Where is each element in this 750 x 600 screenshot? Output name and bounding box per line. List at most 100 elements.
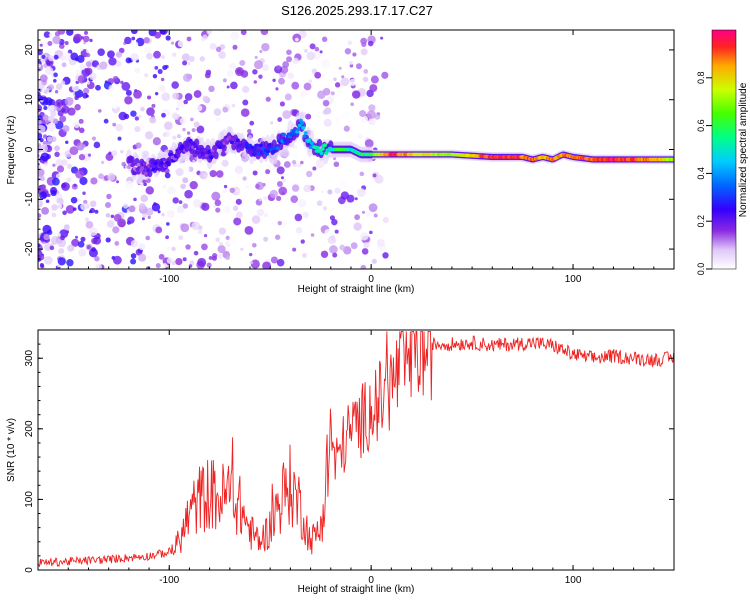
spectrogram-noise-blob — [297, 199, 307, 208]
snr-xtick-label: 0 — [368, 575, 374, 586]
spectrogram-noise-blob — [249, 252, 253, 257]
spectrogram-noise-blob — [361, 41, 367, 48]
spectrogram-noise-blob — [291, 184, 300, 192]
spectrogram-noise-blob — [112, 75, 119, 83]
spectrogram-noise-blob — [300, 90, 308, 98]
spectrogram-ridge-core — [303, 131, 308, 135]
spectrogram-noise-blob — [159, 30, 168, 35]
spectrogram-noise-blob — [147, 215, 151, 219]
spectrogram-noise-blob — [149, 116, 157, 124]
spectrogram-noise-blob — [254, 55, 258, 60]
spectrogram-noise-blob — [215, 170, 224, 178]
spectrogram-noise-blob — [97, 48, 105, 56]
spectrogram-noise-blob — [251, 259, 260, 268]
spectrogram-noise-blob — [57, 110, 64, 117]
spectrogram-noise-blob — [105, 202, 112, 209]
spectrogram-noise-blob — [308, 79, 313, 84]
spectrogram-noise-blob — [49, 245, 55, 251]
spectrogram-noise-blob — [112, 226, 120, 234]
spectrogram-noise-blob — [164, 172, 171, 179]
spectrogram-ridge-core — [204, 153, 209, 158]
spectrogram-noise-blob — [90, 177, 98, 185]
spectrogram-noise-blob — [274, 234, 281, 240]
spectrogram-ridge-core — [221, 144, 226, 148]
spectrogram-noise-blob — [278, 77, 285, 85]
spectrogram-noise-blob — [61, 182, 70, 191]
spectrogram-noise-blob — [382, 252, 389, 259]
spectrogram-noise-blob — [131, 36, 136, 41]
spectrogram-noise-blob — [367, 110, 376, 119]
spectrogram-noise-blob — [62, 210, 67, 216]
spectrogram-noise-blob — [186, 36, 192, 42]
spectrogram-noise-blob — [324, 107, 332, 115]
spectrogram-noise-blob — [38, 49, 43, 56]
spectrogram-noise-blob — [157, 69, 163, 75]
spectrogram-noise-blob — [161, 212, 165, 217]
spectrogram-noise-blob — [203, 173, 208, 179]
spectrogram-noise-blob — [38, 119, 42, 125]
spectrogram-noise-blob — [223, 205, 231, 214]
spectrogram-noise-blob — [319, 50, 323, 54]
spectrogram-noise-blob — [183, 99, 189, 105]
spectrogram-noise-blob — [187, 61, 191, 65]
spectrogram-noise-blob — [297, 163, 302, 168]
spectrogram-noise-blob — [133, 89, 142, 99]
spectrogram-noise-blob — [363, 241, 370, 248]
spectrogram-noise-blob — [322, 206, 328, 211]
spectrogram-noise-blob — [154, 91, 159, 96]
spectrogram-noise-blob — [38, 201, 41, 206]
spectrogram-ridge-core — [149, 164, 154, 168]
spectrogram-noise-blob — [212, 253, 218, 259]
spectrogram-noise-blob — [240, 30, 247, 36]
spectrogram-noise-blob — [360, 48, 368, 56]
spectrogram-noise-blob — [43, 31, 51, 38]
spectrogram-noise-blob — [346, 185, 355, 194]
spectrogram-noise-blob — [327, 235, 336, 245]
spectrogram-noise-blob — [74, 104, 81, 111]
spectrogram-noise-blob — [335, 117, 340, 122]
spectrogram-noise-blob — [184, 189, 193, 199]
spectrogram-noise-blob — [101, 160, 105, 164]
spectrogram-noise-blob — [282, 221, 288, 227]
spectrogram-noise-blob — [73, 33, 83, 43]
spectrogram-noise-blob — [107, 172, 116, 181]
spectrogram-ridge-core — [258, 143, 263, 147]
spectrogram-noise-blob — [105, 153, 114, 161]
colorbar-tick-label: 0.2 — [696, 215, 706, 228]
spectrogram-noise-blob — [225, 255, 231, 261]
spectrogram-noise-blob — [193, 121, 200, 128]
spectrogram-ridge-core — [240, 144, 245, 148]
spectrogram-noise-blob — [284, 93, 292, 101]
spectrogram-noise-blob — [381, 71, 389, 79]
spectrogram-noise-blob — [53, 54, 59, 60]
spectrogram-noise-blob — [322, 99, 330, 107]
spectrogram-noise-blob — [252, 242, 257, 248]
spectrogram-noise-blob — [304, 49, 308, 53]
spectrogram-noise-blob — [279, 101, 286, 107]
spectrogram-noise-blob — [133, 197, 137, 202]
spectrogram-noise-blob — [65, 230, 70, 234]
spectrogram-noise-blob — [255, 184, 260, 189]
spectrogram-noise-blob — [154, 66, 159, 70]
spectrogram-noise-blob — [309, 43, 316, 50]
spectrogram-xlabel: Height of straight line (km) — [298, 284, 415, 295]
spectrogram-noise-blob — [343, 125, 350, 132]
spectrogram-noise-blob — [77, 75, 87, 84]
spectrogram-noise-blob — [204, 72, 211, 79]
spectrogram-noise-blob — [223, 184, 228, 189]
spectrogram-ridge-core — [199, 147, 204, 151]
spectrogram-noise-blob — [229, 187, 235, 194]
spectrogram-noise-blob — [369, 230, 373, 235]
spectrogram-noise-blob — [112, 103, 119, 110]
spectrogram-noise-blob — [361, 248, 369, 255]
spectrogram-noise-blob — [127, 130, 132, 135]
spectrogram-noise-blob — [98, 109, 102, 113]
spectrogram-noise-blob — [54, 145, 60, 152]
spectrogram-ridge-core — [166, 162, 171, 167]
spectrogram-ridge-core — [136, 162, 141, 167]
spectrogram-noise-blob — [280, 176, 284, 180]
spectrogram-noise-blob — [372, 173, 377, 178]
spectrogram-noise-blob — [197, 229, 203, 235]
spectrogram-noise-blob — [165, 235, 169, 240]
spectrogram-noise-blob — [215, 207, 221, 213]
